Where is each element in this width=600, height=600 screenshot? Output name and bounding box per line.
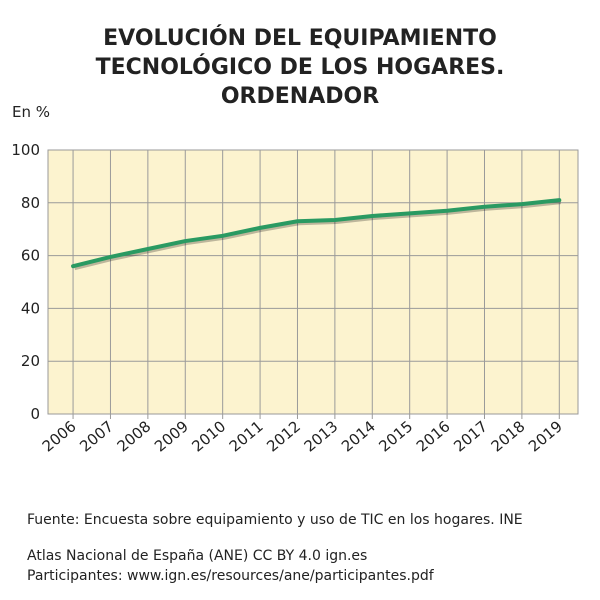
x-tick-label: 2010 xyxy=(188,417,229,455)
y-tick-label: 40 xyxy=(21,299,40,317)
x-tick-label: 2008 xyxy=(114,417,155,455)
y-tick-label: 60 xyxy=(21,247,40,265)
x-tick-label: 2012 xyxy=(263,417,304,455)
plot-frame xyxy=(47,149,579,415)
y-tick-label: 0 xyxy=(30,405,40,423)
x-tick-label: 2011 xyxy=(226,417,267,455)
credit: Atlas Nacional de España (ANE) CC BY 4.0… xyxy=(27,548,368,564)
y-tick-label: 100 xyxy=(11,141,40,159)
x-tick-label: 2016 xyxy=(413,417,454,455)
x-tick-label: 2007 xyxy=(76,417,117,455)
source: Fuente: Encuesta sobre equipamiento y us… xyxy=(27,512,523,528)
data-line xyxy=(71,198,562,269)
x-tick-label: 2017 xyxy=(450,417,491,455)
plot-area xyxy=(48,150,578,414)
credit: Participantes: www.ign.es/resources/ane/… xyxy=(27,568,434,584)
x-tick-label: 2019 xyxy=(525,417,566,455)
x-tick-label: 2014 xyxy=(338,417,379,455)
x-tick-label: 2018 xyxy=(488,417,529,455)
x-tick-label: 2009 xyxy=(151,417,192,455)
x-tick-label: 2006 xyxy=(39,417,80,455)
chart-title: EVOLUCIÓN DEL EQUIPAMIENTO TECNOLÓGICO D… xyxy=(95,26,505,109)
y-tick-label: 80 xyxy=(21,194,40,212)
y-tick-label: 20 xyxy=(21,352,40,370)
x-tick-label: 2013 xyxy=(301,417,342,455)
line-shadow xyxy=(74,200,562,271)
y-axis-label: En % xyxy=(12,103,50,121)
x-tick-label: 2015 xyxy=(375,417,416,455)
